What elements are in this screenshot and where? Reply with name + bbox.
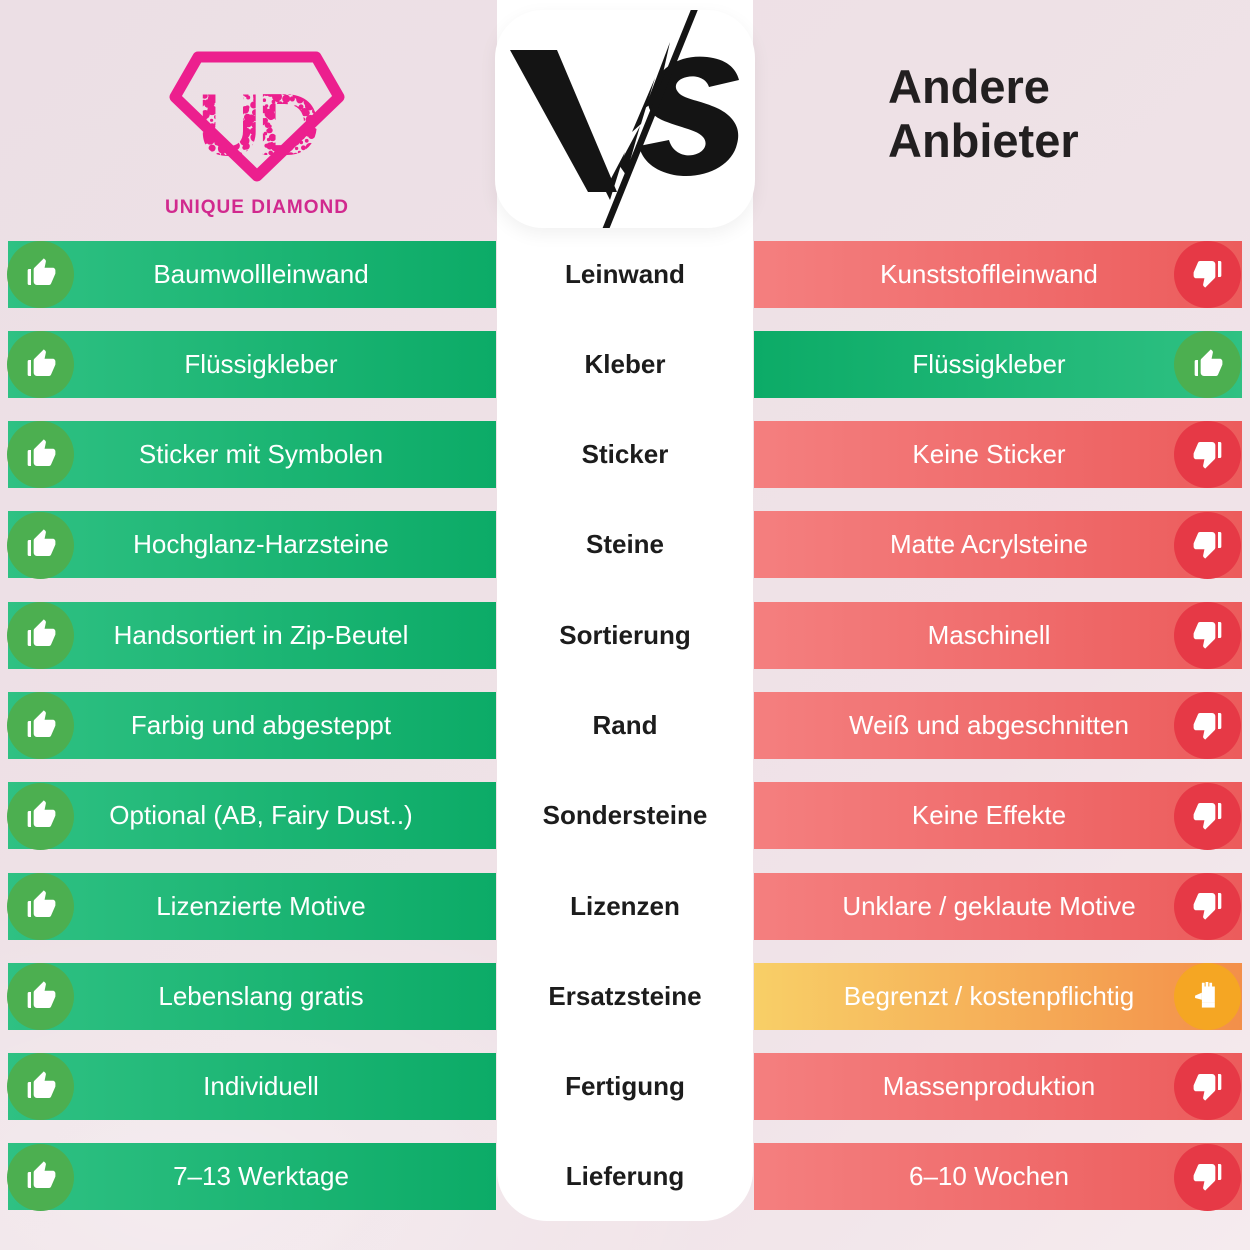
svg-text:UNIQUE DIAMOND: UNIQUE DIAMOND xyxy=(165,197,349,218)
